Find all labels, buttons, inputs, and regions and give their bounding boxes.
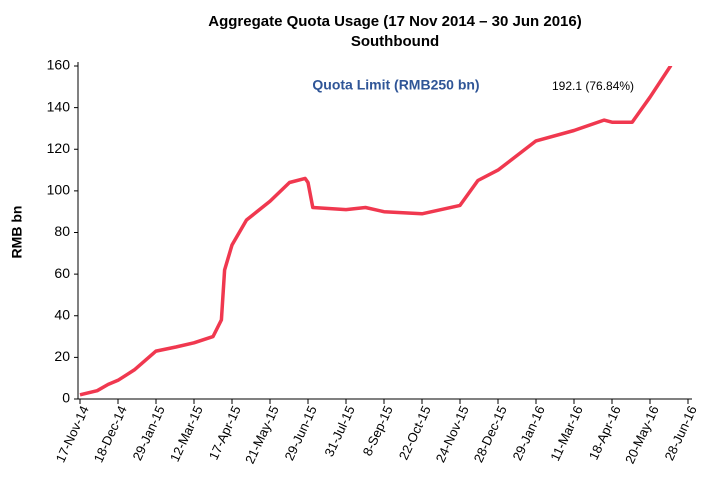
annotation: 192.1 (76.84%) — [552, 79, 634, 93]
x-tick-label: 21-May-15 — [242, 403, 282, 466]
x-tick-label: 17-Apr-15 — [206, 403, 244, 462]
y-tick-label: 160 — [47, 57, 71, 73]
y-tick-label: 80 — [54, 223, 70, 239]
x-tick-label: 12-Mar-15 — [167, 403, 206, 464]
x-tick-label: 29-Jan-15 — [129, 403, 167, 462]
annotation: Quota Limit (RMB250 bn) — [312, 77, 479, 93]
x-tick-label: 24-Nov-15 — [433, 403, 472, 464]
y-tick-label: 100 — [47, 182, 71, 198]
y-axis-label: RMB bn — [9, 206, 25, 259]
x-tick-label: 28-Jun-16 — [661, 403, 699, 462]
x-tick-label: 22-Oct-15 — [396, 403, 434, 462]
y-tick-label: 20 — [54, 348, 70, 364]
y-tick-label: 60 — [54, 265, 70, 281]
x-tick-label: 20-May-16 — [622, 403, 662, 466]
x-tick-label: 31-Jul-15 — [321, 403, 358, 458]
data-line — [79, 66, 673, 397]
x-tick-label: 8-Sep-15 — [360, 403, 396, 458]
y-tick-label: 140 — [47, 98, 71, 114]
x-tick-label: 18-Apr-16 — [586, 403, 624, 462]
x-tick-label: 28-Dec-15 — [471, 403, 510, 464]
y-tick-label: 40 — [54, 306, 70, 322]
y-tick-label: 0 — [62, 390, 70, 406]
x-tick-label: 29-Jun-15 — [281, 403, 319, 462]
x-tick-label: 11-Mar-16 — [547, 403, 586, 463]
chart-subtitle: Southbound — [351, 33, 439, 50]
x-tick-label: 29-Jan-16 — [509, 403, 547, 462]
chart-title: Aggregate Quota Usage (17 Nov 2014 – 30 … — [208, 13, 581, 30]
y-tick-label: 120 — [47, 140, 71, 156]
x-tick-label: 17-Nov-14 — [53, 403, 92, 464]
x-tick-label: 18-Dec-14 — [91, 403, 130, 464]
